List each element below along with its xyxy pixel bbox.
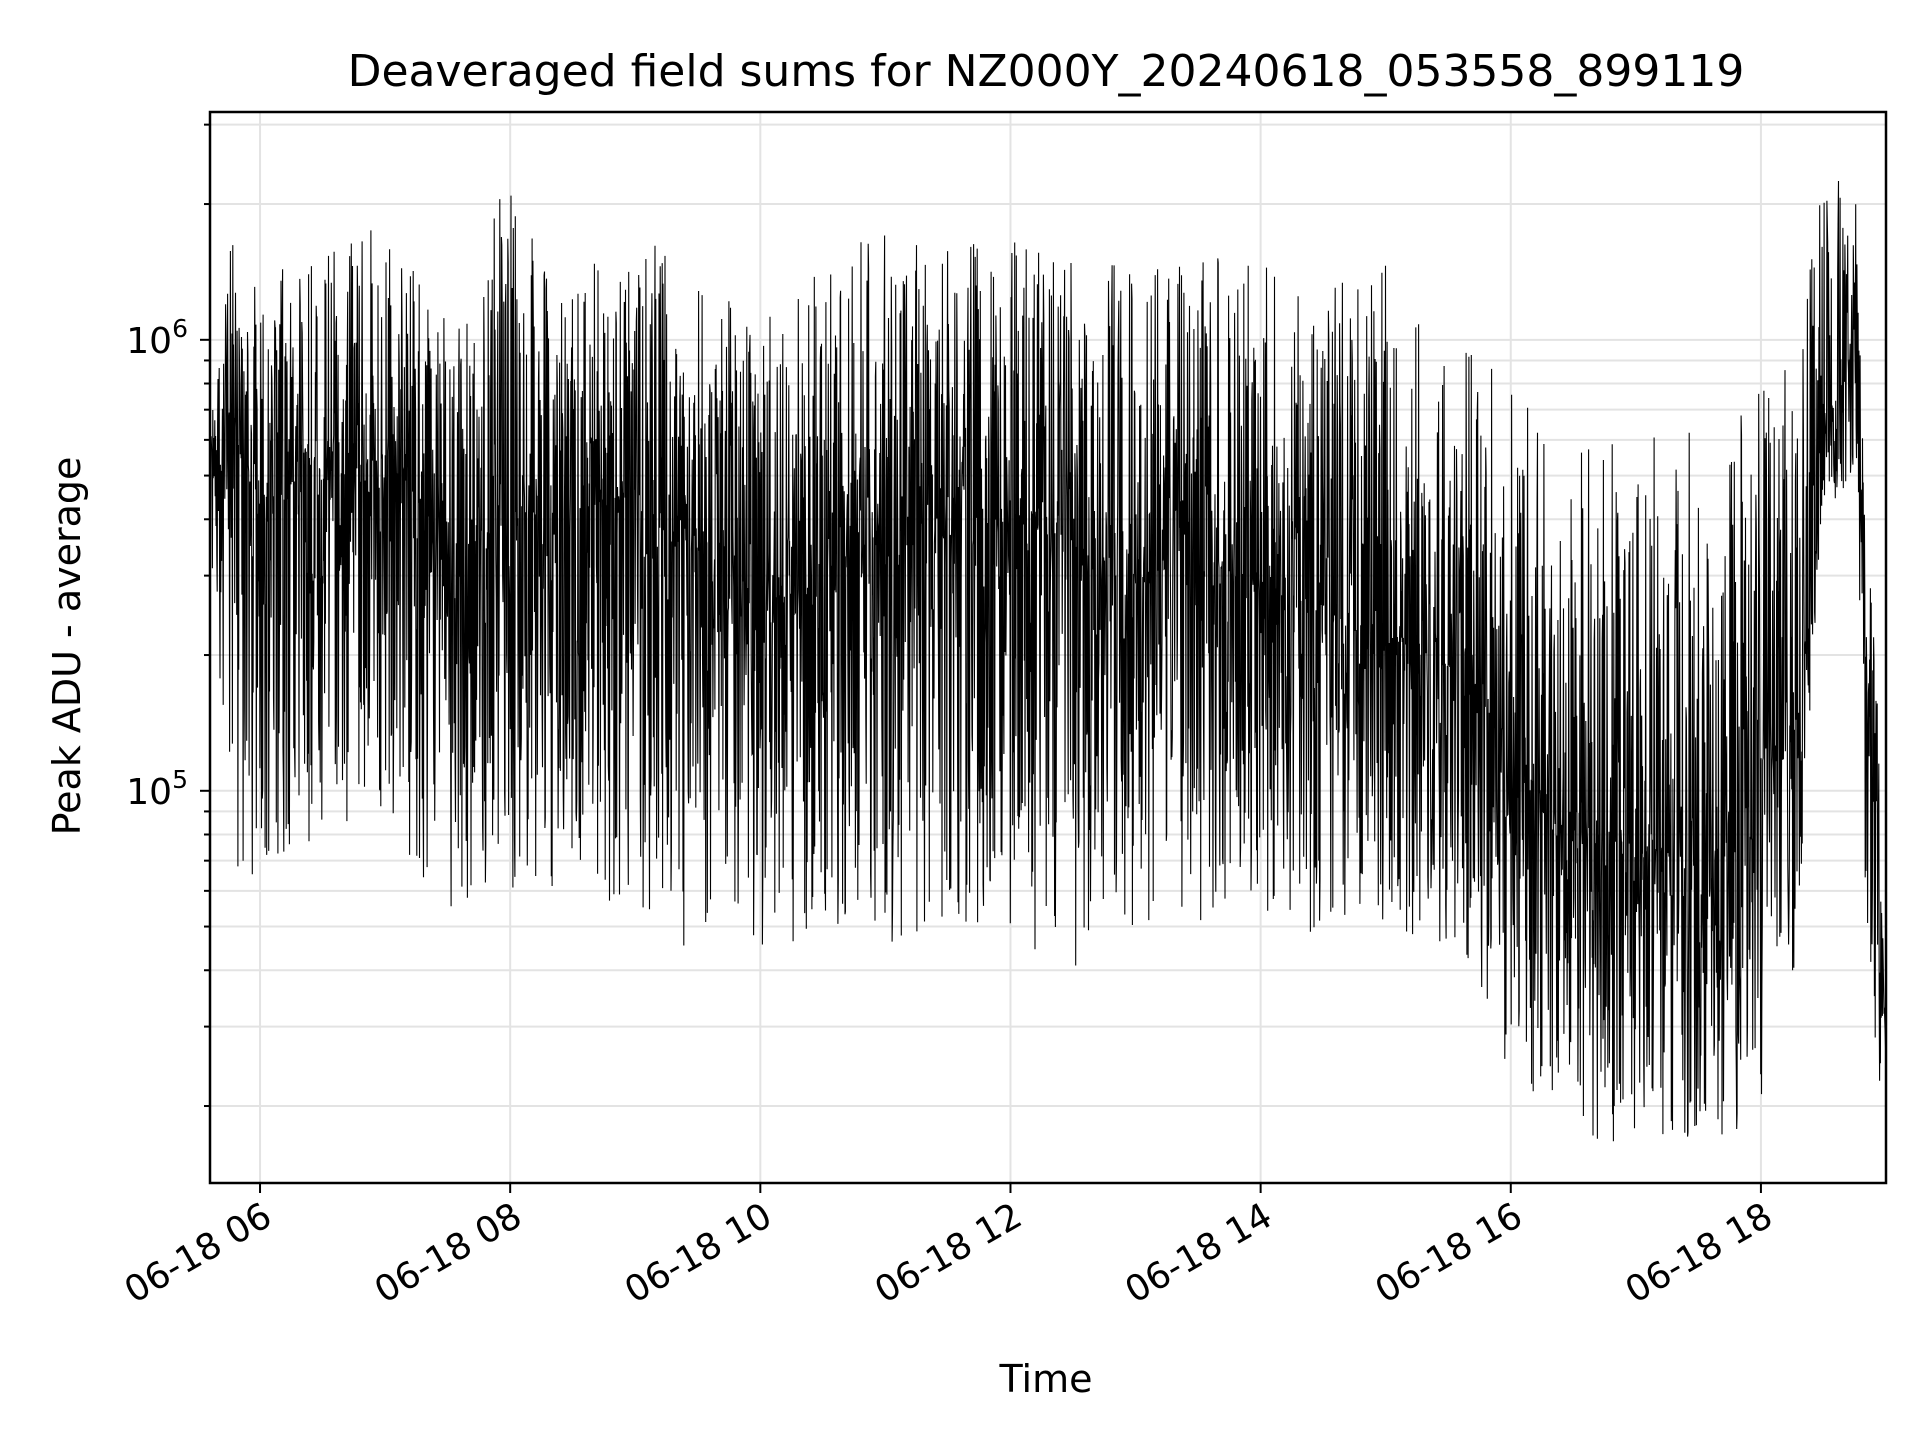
chart-title: Deaveraged field sums for NZ000Y_2024061… <box>348 46 1745 97</box>
y-tick-base: 10 <box>126 321 172 362</box>
y-tick-label: 106 <box>126 314 188 362</box>
plot-frame <box>208 110 1888 1185</box>
series-line <box>209 180 1887 1142</box>
y-tick-exponent: 5 <box>172 765 188 794</box>
y-tick-base: 10 <box>126 772 172 813</box>
y-tick-label: 105 <box>126 765 188 813</box>
series-line-path <box>209 180 1887 1142</box>
x-axis-label: Time <box>999 1357 1093 1401</box>
y-tick-exponent: 6 <box>172 314 188 343</box>
y-axis-label: Peak ADU - average <box>45 457 89 836</box>
